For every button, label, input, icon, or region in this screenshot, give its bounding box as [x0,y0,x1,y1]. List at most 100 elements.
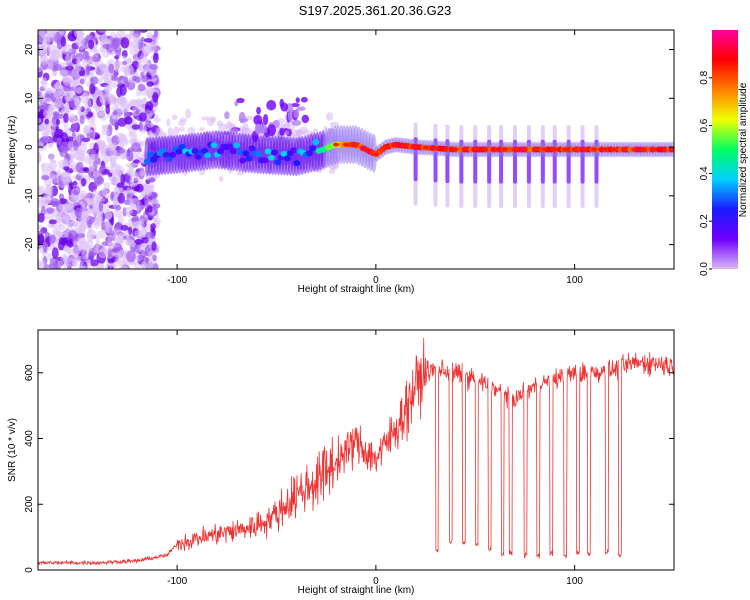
scatter-blob [187,126,195,135]
noise-blob [128,163,134,170]
noise-blob [89,153,96,160]
noise-blob [101,187,108,196]
colorbar-tick-label: 0.0 [699,262,710,276]
noise-blob [62,157,69,167]
noise-blob [97,142,104,151]
ridge-core [591,147,598,152]
snr-y-tick-label: 0 [24,567,35,573]
ridge-cell [216,148,224,155]
ridge-cell [309,145,317,152]
noise-blob [74,207,83,218]
noise-blob [143,194,149,205]
noise-blob [57,137,62,146]
noise-blob [50,198,60,208]
noise-blob [83,167,90,173]
noise-blob [106,234,113,246]
ridge-core [651,147,658,152]
scatter-blob [325,112,334,121]
ridge-cell [264,148,272,155]
noise-blob [59,198,67,205]
noise-blob [137,83,146,92]
noise-blob [38,151,41,163]
noise-blob [77,197,83,205]
noise-blob [39,136,50,144]
ridge-core [502,147,509,152]
noise-blob [99,165,105,173]
ridge-cell [226,143,234,150]
noise-blob [152,254,157,262]
colorbar-tick-label: 0.2 [699,214,710,228]
noise-blob [149,63,158,70]
noise-blob [116,86,123,98]
noise-blob [88,59,93,67]
noise-blob [65,103,70,112]
noise-blob [111,76,119,81]
ridge-core [422,145,429,150]
ridge-cell [245,155,253,162]
noise-blob [43,109,48,118]
noise-blob [102,38,112,45]
colorbar-title: Normalized spectral amplitude [738,82,749,217]
noise-blob [38,66,43,73]
noise-blob [56,228,62,237]
noise-blob [134,185,140,192]
noise-blob [108,63,115,74]
noise-blob [44,118,50,125]
noise-blob [111,37,122,48]
noise-blob [96,191,101,203]
noise-blob [79,245,86,252]
noise-blob [129,44,139,56]
noise-blob [92,170,100,177]
noise-blob [120,37,130,49]
noise-blob [53,63,63,71]
snr-x-tick-label: 0 [373,576,379,587]
scatter-blob [177,120,186,127]
noise-blob [143,38,153,43]
noise-blob [139,219,145,224]
spectrogram-blobs [38,30,674,269]
ridge-cell [255,151,263,158]
noise-blob [77,265,84,269]
noise-blob [140,243,145,254]
noise-blob [43,97,52,104]
noise-blob [131,142,141,153]
noise-blob [71,245,82,256]
noise-blob [47,142,53,149]
noise-blob [43,32,50,43]
noise-blob [124,116,133,125]
noise-blob [38,259,42,269]
noise-blob [96,157,101,165]
noise-blob [114,55,120,60]
noise-blob [81,137,91,143]
snr-panel: -100 0 100 0 200 400 600 Height of straight li… [7,329,675,596]
noise-blob [98,63,108,70]
noise-blob [134,239,144,245]
noise-blob [119,138,129,147]
noise-blob [50,31,57,37]
scatter-blob [199,127,205,132]
noise-blob [63,261,72,269]
noise-blob [124,206,133,216]
noise-blob [66,249,72,255]
noise-blob [89,259,99,267]
noise-blob [135,205,142,211]
noise-blob [47,106,54,118]
scatter-blob [291,119,302,126]
noise-blob [126,150,134,162]
noise-blob [86,229,97,239]
ridge-cell [242,150,250,157]
noise-blob [104,221,111,229]
noise-blob [65,53,72,65]
noise-blob [110,216,115,226]
ridge-cell [146,151,154,158]
noise-blob [58,69,69,77]
noise-blob [89,83,96,95]
noise-blob [45,207,55,214]
noise-blob [129,176,134,186]
noise-blob [122,60,128,65]
noise-blob [95,237,100,250]
scatter-blob [216,120,223,127]
scatter-blob [224,111,230,120]
